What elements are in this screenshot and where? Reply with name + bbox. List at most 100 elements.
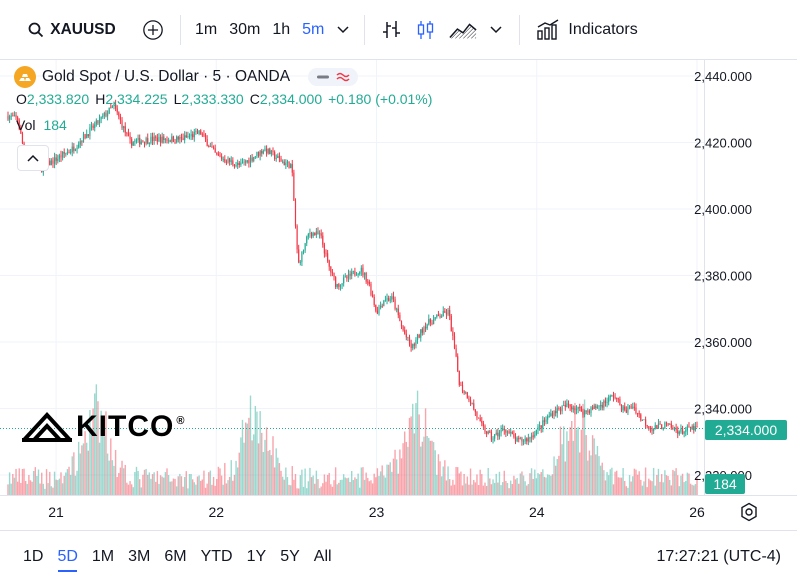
volume-bar xyxy=(347,477,350,495)
candles xyxy=(7,99,698,446)
volume-bar xyxy=(161,476,163,495)
volume-bar xyxy=(582,403,584,495)
candle-body xyxy=(182,138,184,141)
chart-settings-button[interactable] xyxy=(739,502,759,522)
interval-30m[interactable]: 30m xyxy=(229,20,261,38)
volume-bar xyxy=(403,431,406,495)
price-chart[interactable]: 2,440.000 2,420.000 2,400.000 2,380.000 2,36… xyxy=(0,60,797,530)
volume-bar xyxy=(53,471,56,495)
candle-body xyxy=(587,410,589,412)
volume-bar xyxy=(98,442,101,495)
range-ytd[interactable]: YTD xyxy=(200,548,233,565)
volume-bar xyxy=(391,471,393,495)
volume-bar xyxy=(317,479,319,495)
candle-body xyxy=(343,277,345,284)
volume-bar xyxy=(220,475,223,495)
interval-1m[interactable]: 1m xyxy=(195,20,218,38)
volume-bar xyxy=(352,480,355,495)
range-6m[interactable]: 6M xyxy=(164,548,187,565)
candle-body xyxy=(624,406,626,410)
collapse-legend-button[interactable] xyxy=(17,145,49,171)
interval-5m[interactable]: 5m xyxy=(302,20,325,38)
range-3m[interactable]: 3M xyxy=(128,548,151,565)
candle-body xyxy=(179,137,181,140)
candle-body xyxy=(328,260,330,267)
volume-bar xyxy=(471,484,473,495)
symbol-search[interactable]: XAUUSD xyxy=(0,13,132,47)
legend-toggle[interactable] xyxy=(308,68,359,86)
volume-bar xyxy=(346,478,348,495)
volume-bar xyxy=(188,474,191,495)
low-value: 2,333.330 xyxy=(181,91,244,107)
candle-body xyxy=(518,437,520,439)
chart-type-dropdown[interactable] xyxy=(483,13,509,47)
volume-bar xyxy=(395,459,398,495)
bars-icon xyxy=(383,20,401,38)
range-5d[interactable]: 5D xyxy=(50,542,84,572)
candle-body xyxy=(471,403,473,405)
volume-bar xyxy=(518,483,520,495)
volume-bar xyxy=(387,464,390,495)
range-1y[interactable]: 1Y xyxy=(246,548,267,565)
volume-bar xyxy=(543,476,546,495)
clock[interactable]: 17:27:21 (UTC-4) xyxy=(657,548,782,566)
candle-body xyxy=(551,413,554,416)
candle-body xyxy=(649,428,652,429)
candles-chart-type-button[interactable] xyxy=(409,13,443,47)
indicators-button[interactable]: Indicators xyxy=(530,13,643,47)
candle-body xyxy=(691,426,693,430)
volume-bar xyxy=(497,482,499,495)
volume-bar xyxy=(680,475,682,495)
volume-bar xyxy=(118,472,120,495)
volume-bar xyxy=(294,473,297,495)
candle-body xyxy=(540,425,542,429)
volume-bar xyxy=(432,442,435,495)
candle-body xyxy=(378,307,380,314)
compare-symbol-button[interactable] xyxy=(136,13,170,47)
toolbar-divider xyxy=(364,14,366,45)
candle-body xyxy=(55,157,57,161)
registered-mark: ® xyxy=(176,415,186,427)
volume-bar xyxy=(609,469,611,495)
volume-bar xyxy=(440,476,443,495)
volume-bar xyxy=(84,431,86,495)
candle-body xyxy=(65,153,67,155)
candle-body xyxy=(320,233,322,236)
candle-body xyxy=(681,428,684,434)
range-5y[interactable]: 5Y xyxy=(280,548,300,565)
range-1m[interactable]: 1M xyxy=(91,548,115,565)
volume-bar xyxy=(32,470,35,495)
volume-bar xyxy=(620,477,623,495)
volume-bar xyxy=(635,469,637,495)
area-chart-type-button[interactable] xyxy=(443,13,483,47)
volume-bar xyxy=(633,468,636,495)
volume-bar xyxy=(338,482,340,495)
volume-bar xyxy=(200,480,202,495)
candle-body xyxy=(375,305,377,311)
volume-bar xyxy=(379,471,382,495)
volume-bar xyxy=(244,422,247,495)
volume-bar xyxy=(134,471,136,495)
candle-body xyxy=(318,233,321,235)
volume-bar xyxy=(360,467,363,495)
volume-bar xyxy=(514,479,517,495)
volume-bar xyxy=(106,453,109,495)
time-axis[interactable]: 21 22 23 24 26 xyxy=(48,504,705,520)
candle-body xyxy=(269,148,271,155)
candle-body xyxy=(73,146,75,151)
interval-1h[interactable]: 1h xyxy=(272,20,291,38)
candle-body xyxy=(380,305,382,308)
range-1d[interactable]: 1D xyxy=(23,548,44,565)
candle-body xyxy=(286,161,289,163)
volume-bar xyxy=(29,480,32,495)
volume-bar xyxy=(575,429,578,495)
candle-body xyxy=(558,408,560,409)
candle-body xyxy=(476,412,478,418)
range-all[interactable]: All xyxy=(313,548,332,565)
candle-body xyxy=(575,408,578,411)
volume-bar xyxy=(500,485,502,495)
bars-chart-type-button[interactable] xyxy=(375,13,409,47)
interval-dropdown[interactable] xyxy=(330,13,356,47)
wave-icon xyxy=(336,72,350,82)
volume-bar xyxy=(503,470,505,495)
